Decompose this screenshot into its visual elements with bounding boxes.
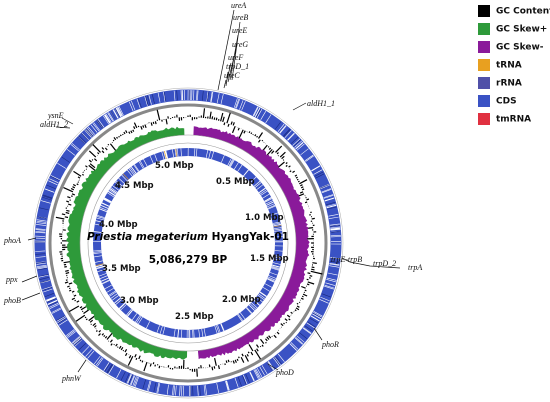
legend-swatch <box>478 77 490 89</box>
cds-gaps <box>34 89 342 397</box>
backbone <box>48 103 328 383</box>
gene-label: ppx <box>5 275 18 284</box>
gene-label: ureC <box>224 71 240 80</box>
rings <box>32 87 344 399</box>
legend-swatch <box>478 95 490 107</box>
inner-guide <box>87 142 289 344</box>
scale-label: 5.0 Mbp <box>155 161 194 171</box>
gene-label: phnW <box>61 374 82 383</box>
legend-swatch <box>478 41 490 53</box>
legend-label: GC Content <box>496 7 550 17</box>
legend-label: rRNA <box>496 79 522 89</box>
gene-label: phoD <box>275 368 294 377</box>
genome-size: 5,086,279 BP <box>149 254 228 266</box>
scale-label: 3.5 Mbp <box>102 264 141 274</box>
scale-label: 4.5 Mbp <box>115 181 154 191</box>
scale-label: 4.0 Mbp <box>99 220 138 230</box>
gene-label: trpE-trpB <box>331 255 362 264</box>
legend: GC Content GC Skew+ GC Skew- tRNA rRNA C… <box>478 5 550 125</box>
gene-label: ureA <box>231 1 246 10</box>
gc-skew-plus <box>66 126 188 360</box>
gene-label: trpD_1 <box>226 62 249 71</box>
legend-swatch <box>478 113 490 125</box>
gene-label: phoB <box>3 296 21 305</box>
cds-marks <box>34 89 341 397</box>
tick-circle <box>32 87 344 399</box>
scale-label: 3.0 Mbp <box>120 296 159 306</box>
scale-label: 1.5 Mbp <box>250 254 289 264</box>
gene-label: ureE <box>232 26 247 35</box>
legend-label: tRNA <box>496 61 522 71</box>
gene-label: ureG <box>232 40 248 49</box>
cds-inner-gaps <box>92 147 284 339</box>
gene-label: ureB <box>233 13 248 22</box>
gene-label: ureF <box>228 53 243 62</box>
gc-content <box>55 108 323 377</box>
skew-baseline <box>79 134 297 352</box>
gene-label: phoR <box>321 340 339 349</box>
cds-ring-outer <box>34 89 342 397</box>
legend-label: CDS <box>496 97 517 107</box>
species: Priestia megaterium <box>87 231 208 243</box>
scale-label: 2.5 Mbp <box>175 312 214 322</box>
gc-skew-minus <box>193 126 310 360</box>
gene-label: trpA <box>408 263 422 272</box>
legend-swatch <box>478 23 490 35</box>
legend-label: GC Skew- <box>496 43 544 53</box>
trna-marks <box>95 148 282 266</box>
gene-label: aldH1_1 <box>307 99 335 108</box>
scale-label: 0.5 Mbp <box>216 177 255 187</box>
legend-label: GC Skew+ <box>496 25 547 35</box>
strain: HyangYak-01 <box>212 231 289 243</box>
legend-swatch <box>478 5 490 17</box>
gene-label: ysnE <box>47 111 64 120</box>
gene-label: trpD_2 <box>373 259 396 268</box>
scale-label: 1.0 Mbp <box>245 213 284 223</box>
legend-swatch <box>478 59 490 71</box>
legend-label: tmRNA <box>496 115 531 125</box>
gene-lines <box>21 9 401 373</box>
gene-label: phoA <box>3 236 21 245</box>
center-title: Priestia megaterium HyangYak-01 <box>87 231 289 243</box>
scale-label: 2.0 Mbp <box>222 295 261 305</box>
gene-label: aldH1_2 <box>40 120 68 129</box>
